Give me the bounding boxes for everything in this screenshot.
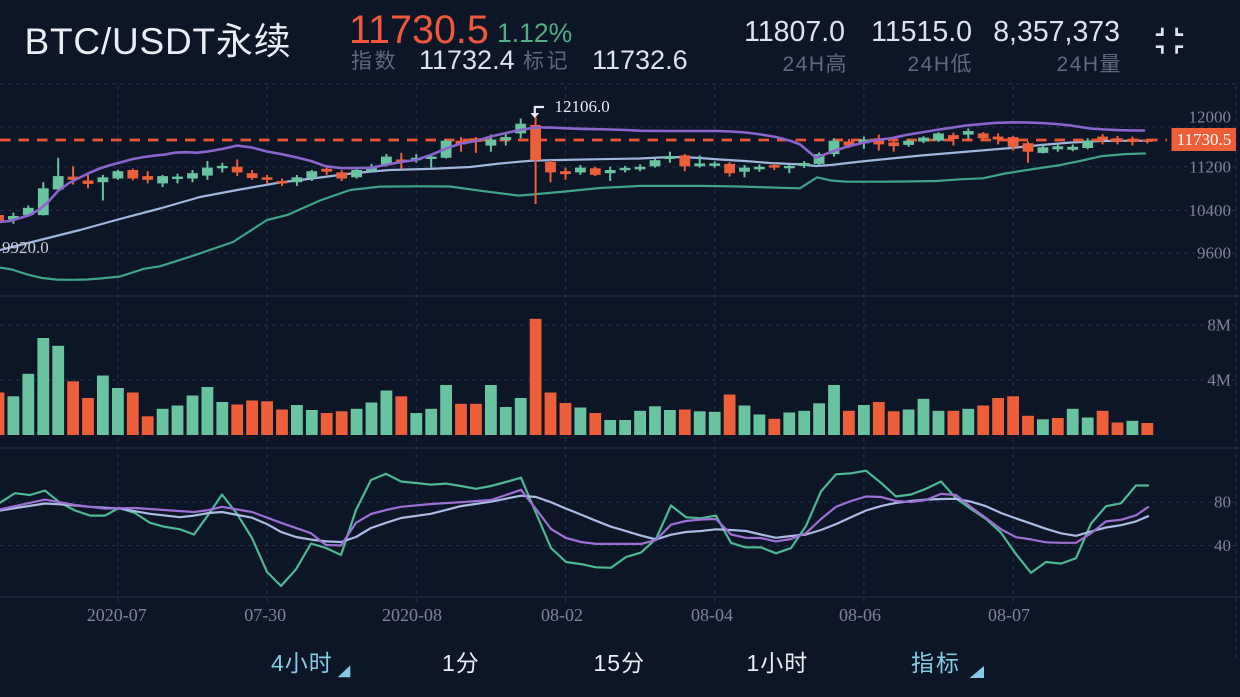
svg-text:12000: 12000	[1189, 108, 1232, 127]
svg-text:15分: 15分	[594, 650, 646, 676]
svg-text:24H低: 24H低	[907, 53, 973, 76]
svg-text:10400: 10400	[1189, 201, 1232, 220]
svg-text:1小时: 1小时	[747, 650, 809, 676]
svg-text:08-02: 08-02	[541, 605, 583, 625]
svg-text:07-30: 07-30	[244, 605, 286, 625]
svg-text:2020-08: 2020-08	[382, 605, 442, 625]
svg-text:11730.5: 11730.5	[349, 8, 489, 52]
svg-text:24H量: 24H量	[1056, 53, 1122, 76]
svg-text:2020-07: 2020-07	[87, 605, 147, 625]
svg-text:11200: 11200	[1189, 157, 1231, 176]
svg-text:08-04: 08-04	[691, 605, 733, 625]
svg-text:指数: 指数	[351, 50, 398, 73]
svg-text:08-07: 08-07	[988, 605, 1030, 625]
svg-text:12106.0: 12106.0	[555, 97, 610, 116]
svg-text:08-06: 08-06	[839, 605, 881, 625]
svg-text:9600: 9600	[1197, 244, 1231, 263]
svg-text:4小时: 4小时	[271, 650, 333, 676]
svg-text:80: 80	[1214, 493, 1231, 512]
svg-text:标记: 标记	[523, 50, 570, 73]
svg-text:指标: 指标	[911, 650, 961, 676]
svg-text:24H高: 24H高	[782, 53, 848, 76]
svg-text:4M: 4M	[1207, 371, 1231, 390]
svg-text:40: 40	[1214, 536, 1231, 555]
svg-text:8,357,373: 8,357,373	[993, 16, 1120, 48]
svg-text:11515.0: 11515.0	[871, 16, 972, 48]
svg-text:1.12%: 1.12%	[497, 18, 572, 48]
svg-text:9920.0: 9920.0	[2, 238, 49, 257]
svg-text:8M: 8M	[1207, 316, 1231, 335]
svg-text:11732.4: 11732.4	[419, 45, 515, 75]
svg-text:BTC/USDT永续: BTC/USDT永续	[25, 21, 292, 62]
svg-text:11807.0: 11807.0	[744, 16, 845, 48]
svg-text:11732.6: 11732.6	[592, 45, 688, 75]
svg-text:11730.5: 11730.5	[1177, 130, 1232, 149]
svg-text:1分: 1分	[442, 650, 480, 676]
